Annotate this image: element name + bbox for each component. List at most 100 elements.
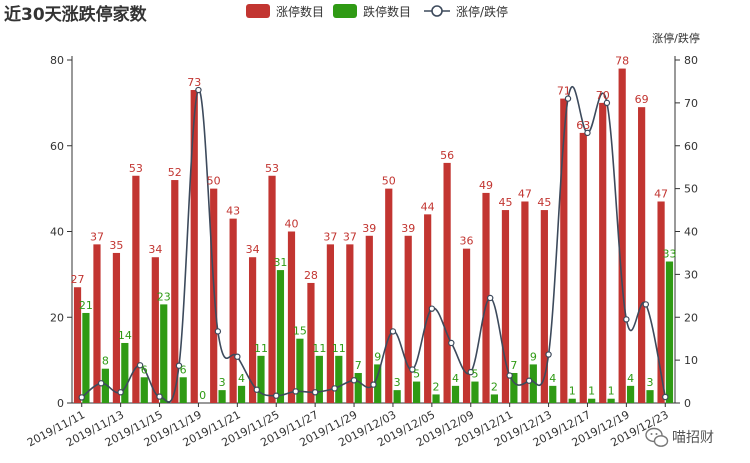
bar-limit-up — [599, 102, 607, 403]
data-label-limit-down: 14 — [118, 329, 132, 342]
bar-limit-up — [268, 175, 276, 403]
ratio-point — [78, 394, 85, 401]
ratio-line-layer — [78, 86, 669, 403]
bar-limit-up — [287, 231, 296, 403]
bar-limit-down — [549, 385, 557, 403]
bar-limit-down — [179, 377, 187, 403]
y-left-tick-label: 80 — [50, 54, 64, 67]
data-label-limit-down: 3 — [647, 376, 654, 389]
data-label-limit-up: 37 — [323, 230, 337, 243]
data-label-limit-up: 39 — [362, 222, 376, 235]
legend-swatch[interactable] — [333, 4, 357, 18]
data-label-limit-down: 4 — [549, 372, 556, 385]
data-label-limit-down: 1 — [608, 385, 615, 398]
bar-limit-up — [443, 162, 451, 403]
y-right-tick-label: 10 — [684, 354, 698, 367]
bar-limit-down — [588, 398, 596, 403]
data-label-limit-up: 69 — [635, 93, 649, 106]
data-label-limit-down: 4 — [452, 372, 459, 385]
y-right-tick-label: 80 — [684, 54, 698, 67]
legend-label[interactable]: 跌停数目 — [363, 4, 411, 19]
data-label-limit-up: 49 — [479, 179, 493, 192]
ratio-point — [545, 351, 552, 358]
data-labels-layer: 2721378351453634235267305034343411533140… — [71, 55, 677, 402]
data-label-limit-down: 15 — [293, 325, 307, 338]
bar-limit-down — [257, 355, 265, 403]
bar-limit-down — [140, 377, 148, 403]
bar-limit-down — [568, 398, 576, 403]
data-label-limit-down: 1 — [588, 385, 595, 398]
x-axis-ticks: 2019/11/112019/11/132019/11/152019/11/19… — [25, 403, 671, 449]
bar-limit-up — [579, 132, 587, 403]
data-label-limit-down: 31 — [273, 256, 287, 269]
bar-limit-up — [93, 244, 101, 403]
data-label-limit-down: 21 — [79, 299, 93, 312]
data-label-limit-up: 47 — [518, 187, 532, 200]
bar-limit-up — [171, 180, 179, 403]
data-label-limit-up: 28 — [304, 269, 318, 282]
data-label-limit-down: 8 — [102, 355, 109, 368]
data-label-limit-down: 11 — [332, 342, 346, 355]
data-label-limit-up: 43 — [226, 205, 240, 218]
ratio-point — [273, 392, 280, 399]
ratio-point — [195, 86, 202, 94]
ratio-point — [117, 389, 124, 396]
bar-limit-down — [315, 355, 323, 403]
legend-marker[interactable] — [431, 5, 443, 17]
bars-layer — [73, 68, 674, 404]
ratio-point — [603, 99, 611, 107]
bar-limit-up — [365, 235, 373, 403]
bar-limit-down — [296, 338, 304, 403]
data-label-limit-down: 23 — [157, 290, 171, 303]
y-left-tick-label: 40 — [50, 226, 64, 239]
ratio-point — [623, 316, 630, 323]
ratio-point — [292, 388, 299, 395]
y-left-tick-label: 20 — [50, 311, 64, 324]
ratio-line — [81, 86, 667, 403]
ratio-point — [331, 385, 338, 392]
data-label-limit-up: 37 — [343, 230, 357, 243]
bar-limit-up — [638, 107, 646, 403]
ratio-point — [370, 381, 377, 388]
ratio-point — [389, 328, 397, 335]
bar-limit-up — [385, 188, 393, 403]
bar-limit-down — [393, 390, 401, 403]
data-label-limit-down: 7 — [355, 359, 362, 372]
bar-limit-down — [626, 385, 635, 403]
legend-swatch[interactable] — [246, 4, 270, 18]
data-label-limit-down: 4 — [627, 372, 634, 385]
bar-limit-up — [657, 201, 665, 403]
data-label-limit-up: 37 — [90, 230, 104, 243]
legend-label[interactable]: 涨停数目 — [276, 4, 324, 19]
legend-label[interactable]: 涨停/跌停 — [456, 4, 508, 19]
bar-limit-down — [237, 385, 246, 403]
bar-limit-down — [335, 355, 343, 403]
data-label-limit-down: 33 — [662, 248, 676, 261]
data-label-limit-down: 2 — [491, 380, 498, 393]
data-label-limit-up: 27 — [71, 273, 85, 286]
bar-limit-down — [276, 270, 285, 403]
y-right-tick-label: 40 — [684, 226, 698, 239]
bar-limit-up — [229, 218, 237, 403]
data-label-limit-down: 5 — [413, 368, 420, 381]
wechat-icon — [645, 427, 669, 447]
ratio-point — [564, 95, 572, 102]
ratio-point — [487, 294, 494, 302]
bar-limit-down — [218, 390, 226, 403]
data-label-limit-up: 70 — [596, 89, 610, 102]
data-label-limit-up: 40 — [284, 218, 298, 231]
data-label-limit-up: 53 — [129, 162, 143, 175]
ratio-point — [311, 389, 319, 396]
bar-limit-down — [646, 390, 654, 403]
bar-limit-up — [190, 90, 198, 403]
bar-limit-up — [424, 214, 432, 403]
y-right-tick-label: 30 — [684, 268, 698, 281]
data-label-limit-up: 63 — [576, 119, 590, 132]
legend[interactable]: 涨停数目 跌停数目 涨停/跌停 — [246, 4, 508, 19]
data-label-limit-up: 73 — [187, 76, 201, 89]
ratio-point — [448, 339, 455, 347]
bar-limit-up — [540, 210, 548, 403]
data-label-limit-down: 6 — [180, 363, 187, 376]
bar-limit-down — [413, 381, 421, 403]
